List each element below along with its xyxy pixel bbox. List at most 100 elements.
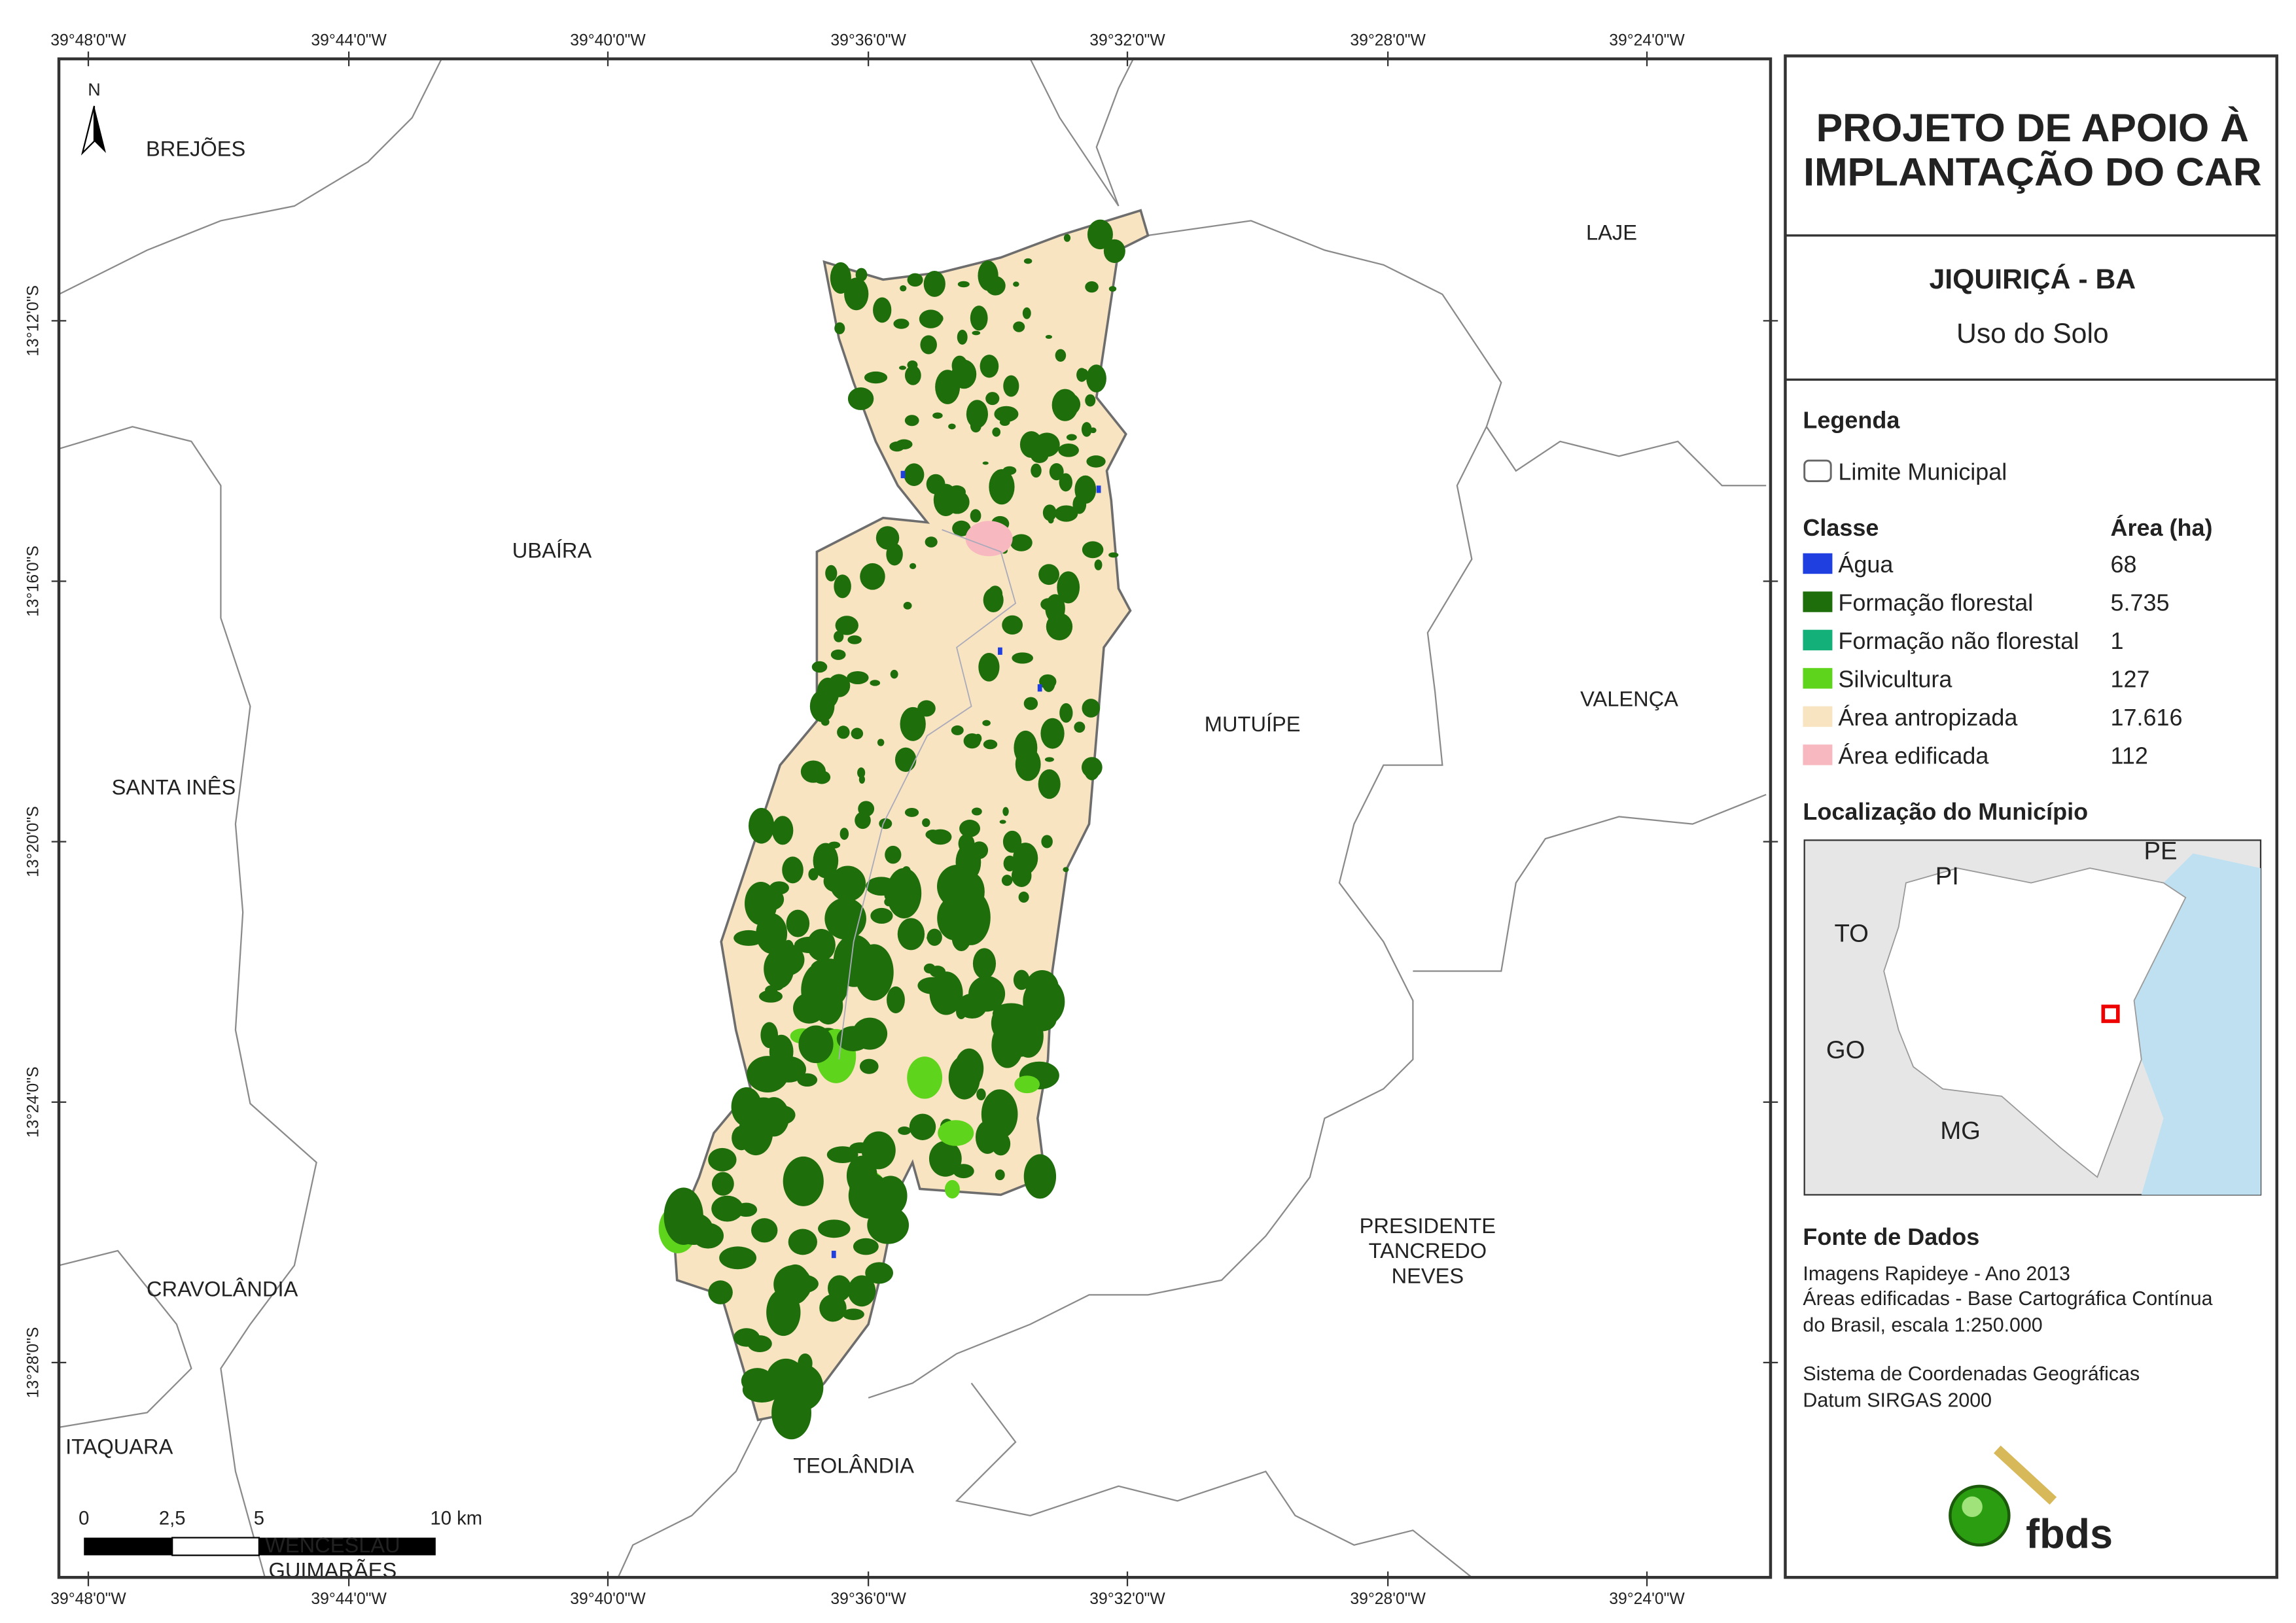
patch (842, 1308, 864, 1320)
latitude-label: 13°16'0"S (25, 546, 43, 617)
patch (978, 260, 998, 291)
patch (947, 485, 966, 499)
legend-area: 17.616 (2111, 704, 2183, 731)
patch (980, 355, 999, 378)
patch (834, 631, 844, 642)
patch (851, 727, 864, 740)
location-heading: Localização do Município (1803, 798, 2088, 825)
patch (1086, 455, 1106, 468)
patch (1044, 733, 1051, 743)
patch (847, 1275, 876, 1307)
patch (794, 936, 826, 954)
place-name: CRAVOLÂNDIA (147, 1277, 298, 1301)
boundary (1148, 220, 1767, 487)
patch (927, 928, 942, 946)
patch (928, 1141, 962, 1177)
patch (1022, 307, 1031, 319)
patch (1063, 234, 1071, 242)
scale-bar (84, 1537, 436, 1556)
patch (836, 1026, 870, 1052)
patch (821, 718, 830, 726)
patch (957, 281, 970, 288)
patch (771, 816, 794, 845)
legend-swatch (1803, 744, 1833, 765)
patch (920, 335, 937, 355)
inset-label: GO (1826, 1036, 1865, 1064)
source-line: Áreas edificadas - Base Cartográfica Con… (1803, 1288, 2212, 1310)
patch (877, 739, 885, 746)
place-name: TEOLÂNDIA (793, 1454, 914, 1478)
patch (756, 913, 788, 954)
patch (957, 329, 968, 345)
patch (1002, 615, 1023, 635)
map-frame (57, 57, 1773, 1579)
patch (904, 463, 925, 486)
patch (758, 1097, 790, 1137)
title: IMPLANTAÇÃO DO CAR (1803, 149, 2261, 194)
patch (1074, 722, 1086, 733)
legend-label: Formação não florestal (1838, 627, 2079, 654)
longitude-label: 39°40'0"W (570, 32, 646, 50)
source-line: Imagens Rapideye - Ano 2013 (1803, 1263, 2070, 1285)
patch (870, 680, 881, 686)
boundary (955, 1382, 1473, 1579)
patch (1082, 541, 1104, 559)
patch (834, 322, 845, 334)
patch (1055, 349, 1067, 362)
patch (944, 1179, 960, 1199)
patch (1081, 422, 1092, 437)
patch (895, 439, 913, 449)
patch (719, 1246, 757, 1270)
longitude-label: 39°32'0"W (1089, 32, 1165, 50)
longitude-label: 39°24'0"W (1609, 1590, 1685, 1608)
patch (1013, 969, 1030, 990)
legend-label: Silvicultura (1838, 665, 1952, 692)
patch (904, 365, 921, 385)
patch (1059, 473, 1073, 492)
patch (958, 897, 990, 937)
north-label: N (88, 80, 101, 99)
longitude-label: 39°44'0"W (311, 1590, 387, 1608)
north-arrow (80, 105, 106, 156)
patch (989, 469, 1015, 505)
patch (991, 1132, 1011, 1156)
patch (1023, 977, 1065, 1026)
legend-area: 5.735 (2111, 589, 2170, 616)
place-name: LAJE (1586, 220, 1637, 245)
inset-label: PI (1935, 862, 1959, 890)
latitude-label: 13°12'0"S (25, 285, 43, 357)
patch (692, 1223, 724, 1249)
patch (909, 563, 917, 569)
patch (898, 366, 907, 370)
patch (828, 1275, 851, 1302)
patch (858, 801, 875, 817)
patch (893, 319, 910, 329)
patch (788, 1229, 817, 1255)
patch (747, 1335, 772, 1352)
patch (811, 661, 828, 673)
patch (711, 1172, 734, 1196)
scale-label: 5 (254, 1508, 264, 1529)
patch (847, 635, 862, 644)
patch (951, 725, 964, 735)
patch (1059, 703, 1073, 723)
water-patch (1096, 485, 1101, 493)
place-name: NEVES (1392, 1263, 1464, 1287)
patch (873, 297, 892, 323)
patch (943, 495, 955, 512)
legend-swatch (1803, 706, 1833, 727)
patch (948, 423, 956, 430)
patch (731, 1087, 762, 1127)
patch (982, 461, 989, 465)
patch (1010, 534, 1033, 551)
patch (1015, 747, 1041, 781)
patch (1038, 564, 1060, 585)
title: PROJETO DE APOIO À (1816, 105, 2249, 150)
patch (900, 285, 907, 292)
patch (839, 828, 849, 840)
patch (1045, 594, 1065, 623)
patch (1042, 504, 1057, 521)
patch (708, 1280, 733, 1304)
patch (900, 707, 926, 741)
water-patch (998, 647, 1002, 655)
